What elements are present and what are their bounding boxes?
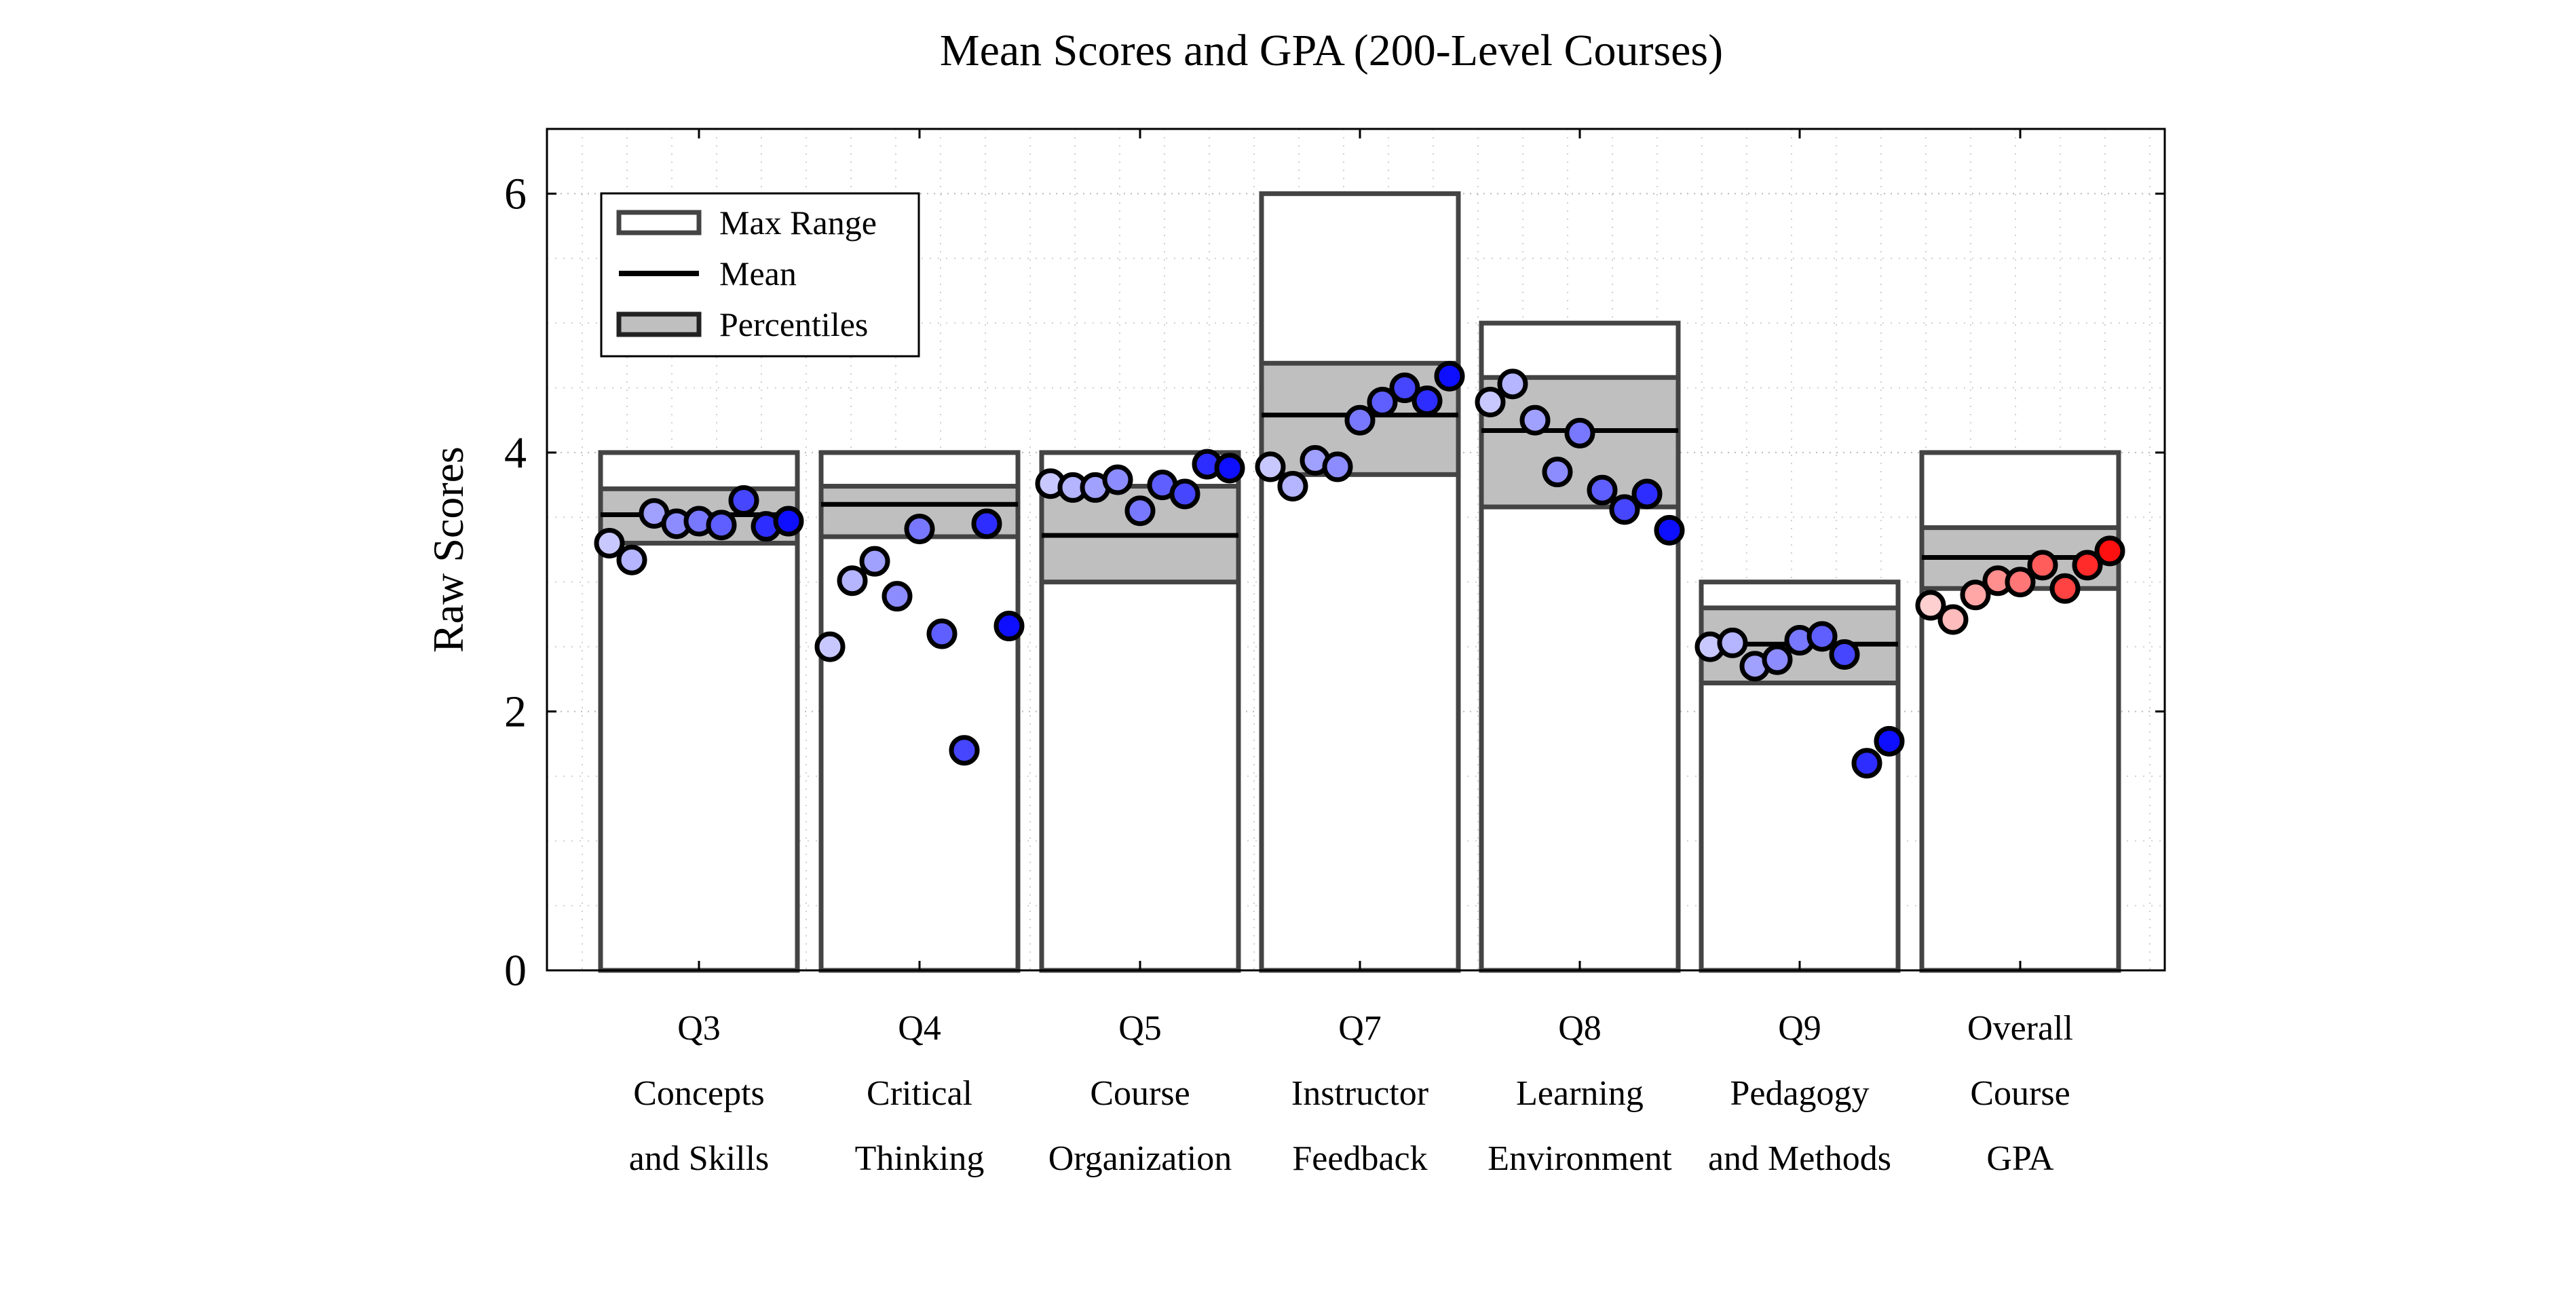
plot-area: 0 2 4 6 Q3 Concepts and Skills Q4 Critical Think… (504, 128, 2166, 1178)
x-tick-label: Organization (1048, 1139, 1232, 1178)
data-point (706, 510, 737, 541)
data-point (1475, 387, 1506, 418)
max-range-bar (1259, 191, 1461, 973)
data-point (1631, 478, 1663, 510)
data-point (1915, 590, 1946, 621)
legend-label-mean: Mean (719, 254, 797, 292)
data-point (616, 544, 647, 575)
data-point (1102, 464, 1133, 495)
y-tick-label: 2 (504, 687, 527, 736)
data-point (993, 611, 1025, 642)
y-ticks: 0 2 4 6 (504, 169, 2165, 995)
data-point (1609, 494, 1640, 525)
data-point (1497, 368, 1528, 400)
x-tick-label: Feedback (1292, 1139, 1427, 1178)
data-point (1654, 514, 1685, 546)
data-point (1124, 495, 1156, 527)
category-group (814, 450, 1025, 973)
data-point (2027, 550, 2058, 581)
data-point (1367, 387, 1398, 418)
data-point (1960, 580, 1991, 611)
legend-label-max-range: Max Range (719, 204, 877, 242)
data-point (1519, 404, 1551, 436)
chart-title: Mean Scores and GPA (200-Level Courses) (940, 26, 1723, 75)
data-point (1389, 373, 1420, 404)
category-group (594, 450, 804, 973)
data-point (773, 506, 804, 537)
legend-label-percentiles: Percentiles (719, 305, 868, 343)
data-point (2072, 550, 2103, 581)
x-tick-label: Instructor (1291, 1074, 1428, 1113)
data-point (1937, 604, 1969, 635)
x-tick-label: Concepts (633, 1074, 765, 1113)
y-tick-label: 0 (504, 946, 527, 995)
legend-swatch-max-range (616, 210, 702, 235)
data-point (2049, 573, 2081, 604)
data-point (728, 485, 759, 516)
category-group (1915, 450, 2125, 973)
data-point (859, 546, 890, 577)
data-point (1564, 417, 1595, 449)
data-point (926, 618, 958, 649)
y-axis-label: Raw Scores (424, 446, 472, 653)
data-point (904, 513, 935, 544)
category-group (1255, 191, 1465, 973)
plot-frame (546, 128, 2166, 972)
x-tick-label: and Methods (1708, 1139, 1891, 1178)
data-point (1277, 471, 1308, 502)
x-tick-label: Thinking (855, 1139, 985, 1178)
category-group (1035, 449, 1245, 973)
data-point (1717, 627, 1748, 658)
x-tick-label: Critical (867, 1074, 972, 1113)
x-tick-label: and Skills (629, 1139, 770, 1178)
legend: Max Range Mean Percentiles (600, 192, 920, 358)
data-point (1762, 644, 1793, 675)
data-point (837, 565, 868, 596)
x-ticks: Q3 Concepts and Skills Q4 Critical Thinking Q5… (629, 129, 2073, 1178)
data-point (814, 631, 846, 662)
x-tick-label: Pedagogy (1730, 1074, 1869, 1113)
data-point (971, 508, 1002, 539)
data-point (949, 735, 980, 766)
y-tick-label: 6 (504, 169, 527, 218)
data-point (1344, 404, 1376, 436)
x-tick-label: Q5 (1118, 1009, 1162, 1048)
x-tick-label: Learning (1516, 1074, 1644, 1113)
data-point (1542, 457, 1573, 488)
data-point (594, 527, 625, 558)
category-group (1475, 320, 1685, 973)
data-point (882, 581, 913, 612)
data-point (1806, 621, 1838, 652)
y-tick-label: 4 (504, 428, 527, 478)
x-tick-label: Q3 (677, 1009, 721, 1048)
data-point (1829, 639, 1860, 670)
data-point (1874, 725, 1905, 757)
legend-swatch-percentiles (616, 311, 702, 337)
x-tick-label: Environment (1488, 1139, 1672, 1178)
bars (594, 191, 2125, 973)
data-point (1255, 451, 1286, 482)
category-group (1694, 580, 1905, 973)
x-tick-label: Q9 (1778, 1009, 1821, 1048)
x-tick-label: Q7 (1338, 1009, 1382, 1048)
data-point (1412, 385, 1443, 417)
data-point (1214, 453, 1245, 484)
data-point (2005, 567, 2036, 598)
data-point (2094, 535, 2125, 567)
data-point (1851, 748, 1882, 779)
x-tick-label: Course (1090, 1074, 1190, 1113)
data-point (1587, 474, 1618, 506)
data-point (1169, 478, 1200, 510)
x-tick-label: GPA (1986, 1139, 2054, 1178)
data-point (1322, 451, 1353, 482)
x-tick-label: Q8 (1558, 1009, 1602, 1048)
x-tick-label: Course (1970, 1074, 2070, 1113)
x-tick-label: Q4 (898, 1009, 941, 1048)
data-point (1434, 360, 1465, 392)
x-tick-label: Overall (1967, 1009, 2073, 1048)
